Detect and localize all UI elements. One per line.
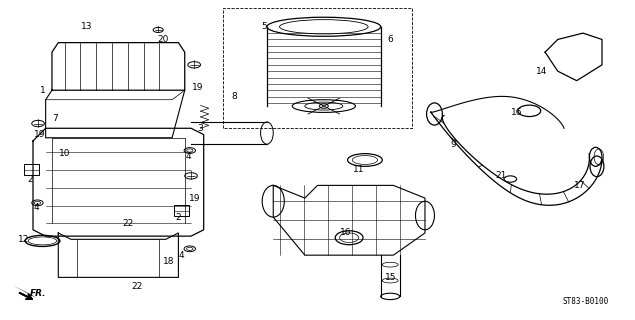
Text: ST83-B0100: ST83-B0100 (562, 297, 608, 306)
Text: 9: 9 (451, 140, 457, 148)
Polygon shape (13, 285, 36, 298)
Text: 20: 20 (157, 35, 168, 44)
Text: 7: 7 (52, 114, 58, 123)
Text: 2: 2 (176, 212, 181, 222)
Text: 19: 19 (189, 194, 200, 203)
Text: 12: 12 (18, 235, 29, 244)
Text: 19: 19 (192, 83, 203, 92)
Text: 16: 16 (340, 228, 352, 237)
Text: 4: 4 (179, 251, 184, 260)
Text: 17: 17 (574, 181, 585, 190)
Text: 4: 4 (34, 203, 39, 212)
Text: 22: 22 (131, 282, 143, 292)
Text: 22: 22 (122, 219, 133, 228)
Text: 19: 19 (34, 130, 45, 139)
Text: 13: 13 (81, 22, 93, 31)
Text: 1: 1 (39, 86, 45, 95)
Text: 6: 6 (387, 35, 393, 44)
Text: 2: 2 (27, 174, 32, 184)
Bar (174, 205, 189, 216)
Text: 16: 16 (511, 108, 523, 117)
Text: 15: 15 (384, 273, 396, 282)
Text: FR.: FR. (30, 289, 46, 298)
Text: 5: 5 (261, 22, 267, 31)
Text: 18: 18 (163, 257, 175, 266)
FancyArrowPatch shape (20, 293, 32, 299)
Text: 10: 10 (59, 149, 70, 158)
Text: 11: 11 (353, 165, 364, 174)
Text: 8: 8 (231, 92, 237, 101)
Bar (24, 164, 39, 175)
Text: 4: 4 (185, 152, 190, 161)
Text: 3: 3 (197, 124, 203, 133)
Text: 21: 21 (495, 172, 507, 180)
Text: 14: 14 (536, 67, 547, 76)
